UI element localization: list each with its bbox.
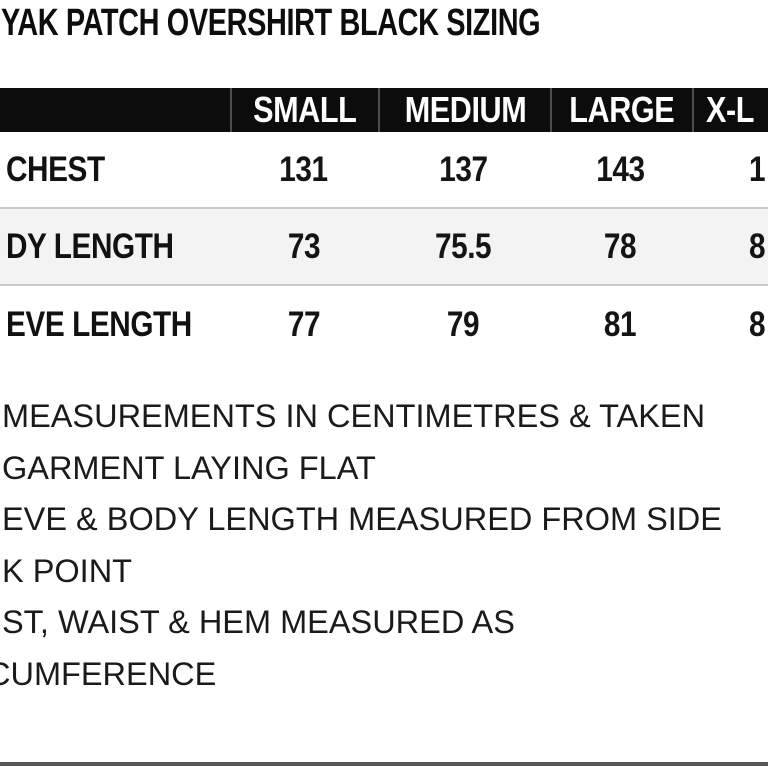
- note-line: CUMFERENCE: [0, 655, 217, 692]
- size-table: SMALL MEDIUM LARGE X-L CHEST 131 137 143…: [0, 88, 768, 363]
- bottom-divider-bar: [0, 762, 768, 766]
- page-title: YAK PATCH OVERSHIRT BLACK SIZING: [1, 2, 541, 44]
- col-header-medium: MEDIUM: [378, 88, 550, 132]
- note-line: ST, WAIST & HEM MEASURED AS: [2, 604, 515, 640]
- sleeve-length-large-value: 81: [604, 304, 637, 344]
- body-length-medium-value: 75.5: [435, 226, 492, 266]
- measurement-notes: MEASUREMENTS IN CENTIMETRES & TAKEN GARM…: [0, 391, 722, 700]
- col-header-large: LARGE: [550, 88, 692, 132]
- col-header-large-label: LARGE: [569, 89, 675, 130]
- note-line: GARMENT LAYING FLAT: [2, 449, 376, 486]
- table-row-body-length: DY LENGTH 73 75.5 78 8: [0, 209, 768, 286]
- chest-xlarge-value: 1: [749, 149, 766, 189]
- table-row-sleeve-length: EVE LENGTH 77 79 81 8: [0, 286, 768, 363]
- chest-large-value: 143: [595, 149, 645, 189]
- col-header-medium-label: MEDIUM: [404, 89, 526, 130]
- header-cell-empty: [0, 88, 230, 132]
- note-line: K POINT: [2, 552, 133, 589]
- note-line: EVE & BODY LENGTH MEASURED FROM SIDE: [2, 501, 722, 537]
- chest-small-value: 131: [279, 149, 328, 189]
- row-label-chest: CHEST: [6, 149, 105, 189]
- size-table-header-row: SMALL MEDIUM LARGE X-L: [0, 88, 768, 132]
- sleeve-length-small-value: 77: [287, 304, 320, 344]
- body-length-xlarge-value: 8: [749, 226, 766, 266]
- sleeve-length-xlarge-value: 8: [749, 304, 766, 344]
- chest-medium-value: 137: [439, 149, 488, 189]
- row-label-body-length: DY LENGTH: [6, 226, 174, 266]
- body-length-large-value: 78: [604, 226, 637, 266]
- body-length-small-value: 73: [287, 226, 320, 266]
- col-header-xlarge: X-L: [692, 88, 768, 132]
- row-label-sleeve-length: EVE LENGTH: [6, 304, 192, 344]
- col-header-small: SMALL: [230, 88, 378, 132]
- note-line: MEASUREMENTS IN CENTIMETRES & TAKEN: [2, 398, 706, 434]
- table-row-chest: CHEST 131 137 143 1: [0, 132, 768, 209]
- col-header-small-label: SMALL: [253, 89, 357, 130]
- col-header-xlarge-label: X-L: [706, 89, 755, 130]
- sleeve-length-medium-value: 79: [447, 304, 480, 344]
